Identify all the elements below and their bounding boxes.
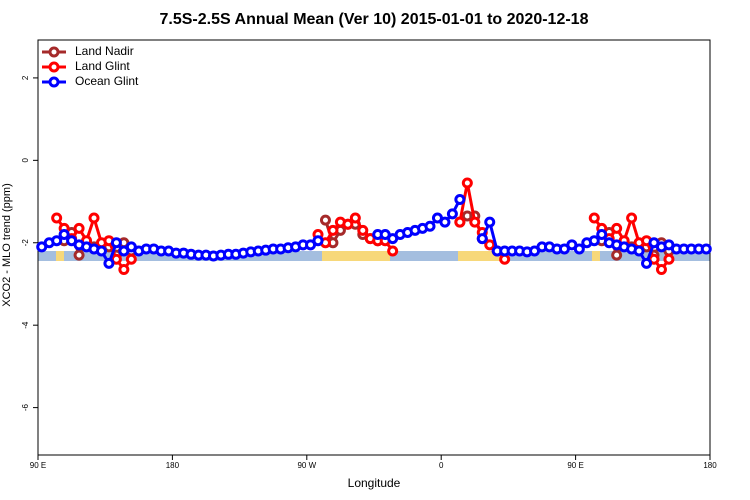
x-tick-label: 180: [703, 461, 717, 470]
data-point: [461, 177, 473, 189]
data-point: [103, 257, 115, 269]
data-point: [596, 229, 608, 241]
data-point: [700, 243, 712, 255]
data-point: [73, 249, 85, 261]
data-point: [573, 243, 585, 255]
data-point: [357, 224, 369, 236]
data-point: [73, 222, 85, 234]
data-point: [319, 214, 331, 226]
land-strip: [592, 251, 600, 261]
data-point: [476, 233, 488, 245]
y-tick-label: 0: [21, 158, 30, 163]
data-point: [110, 237, 122, 249]
data-point: [588, 212, 600, 224]
data-point: [95, 245, 107, 257]
y-tick-label: -2: [21, 239, 30, 247]
data-point: [387, 245, 399, 257]
surface-strip: [38, 251, 710, 261]
data-point: [439, 216, 451, 228]
data-point: [611, 249, 623, 261]
y-axis-label: XCO2 - MLO trend (ppm): [1, 183, 13, 306]
chart-title: 7.5S-2.5S Annual Mean (Ver 10) 2015-01-0…: [160, 11, 589, 28]
data-point: [51, 235, 63, 247]
legend-marker: [48, 76, 60, 88]
data-point: [349, 212, 361, 224]
data-point: [663, 253, 675, 265]
data-point: [446, 208, 458, 220]
data-point: [588, 235, 600, 247]
data-point: [327, 224, 339, 236]
data-point: [125, 253, 137, 265]
data-point: [484, 239, 496, 251]
data-point: [312, 235, 324, 247]
y-tick-label: 2: [21, 75, 30, 80]
x-axis-label: Longitude: [348, 476, 401, 490]
x-tick-label: 90 E: [30, 461, 46, 470]
legend-label: Land Nadir: [75, 44, 134, 58]
data-point: [58, 229, 70, 241]
x-tick-label: 90 E: [567, 461, 583, 470]
data-point: [626, 212, 638, 224]
land-strip: [322, 251, 390, 261]
data-point: [484, 216, 496, 228]
x-tick-label: 180: [166, 461, 180, 470]
data-point: [633, 245, 645, 257]
legend-marker: [48, 46, 60, 58]
data-point: [454, 216, 466, 228]
legend-label: Land Glint: [75, 59, 130, 73]
x-tick-label: 90 W: [297, 461, 316, 470]
data-point: [88, 212, 100, 224]
data-point: [469, 216, 481, 228]
x-tick-label: 0: [439, 461, 444, 470]
data-point: [342, 218, 354, 230]
land-strip: [56, 251, 64, 261]
data-point: [454, 193, 466, 205]
y-tick-label: -6: [21, 404, 30, 412]
land-strip: [458, 251, 500, 261]
y-tick-label: -4: [21, 321, 30, 329]
data-point: [118, 264, 130, 276]
data-point: [611, 222, 623, 234]
data-point: [51, 212, 63, 224]
data-point: [641, 257, 653, 269]
legend-marker: [48, 61, 60, 73]
legend-label: Ocean Glint: [75, 74, 139, 88]
data-point: [655, 264, 667, 276]
data-point: [424, 220, 436, 232]
